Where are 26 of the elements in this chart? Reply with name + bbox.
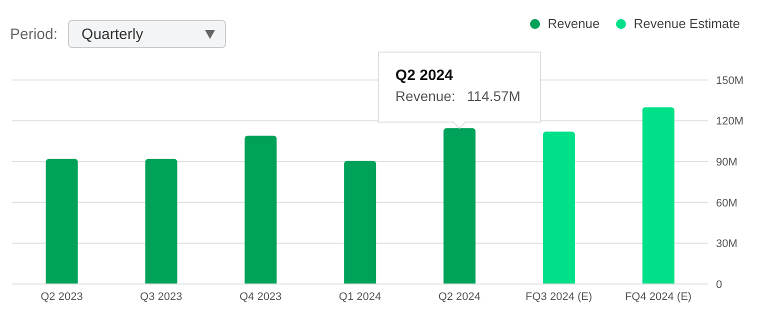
x-tick-label: Q2 2024: [438, 290, 481, 303]
bar: [642, 107, 674, 284]
x-tick-label: Q3 2023: [140, 290, 182, 303]
y-tick-label: 90M: [716, 156, 738, 169]
legend-label: Revenue: [546, 16, 600, 31]
x-tick-label: FQ4 2024 (E): [624, 290, 692, 303]
y-tick-label: 120M: [716, 116, 744, 128]
y-tick-label: 60M: [716, 197, 738, 210]
x-tick-label: Q2 2023: [40, 290, 83, 303]
annotation: Revenue: 114.57M: [395, 88, 520, 104]
annotation: Q2 2024: [395, 67, 454, 84]
bar: [542, 132, 575, 284]
x-tick-label: FQ3 2024 (E): [526, 290, 592, 303]
bar: [344, 160, 376, 284]
x-tick-label: Q1 2024: [338, 290, 382, 303]
bar: [145, 158, 178, 284]
bar: [46, 158, 78, 284]
bar: [444, 128, 476, 284]
legend-label: Revenue Estimate: [632, 16, 740, 31]
y-tick-label: 150M: [716, 74, 744, 87]
x-tick-label: Q4 2023: [239, 290, 282, 303]
bar: [244, 136, 277, 284]
y-tick-label: 0: [716, 278, 722, 291]
dropdown-field: Quarterly: [68, 20, 226, 48]
text: Period:: [10, 26, 58, 42]
y-tick-label: 30M: [716, 238, 738, 250]
